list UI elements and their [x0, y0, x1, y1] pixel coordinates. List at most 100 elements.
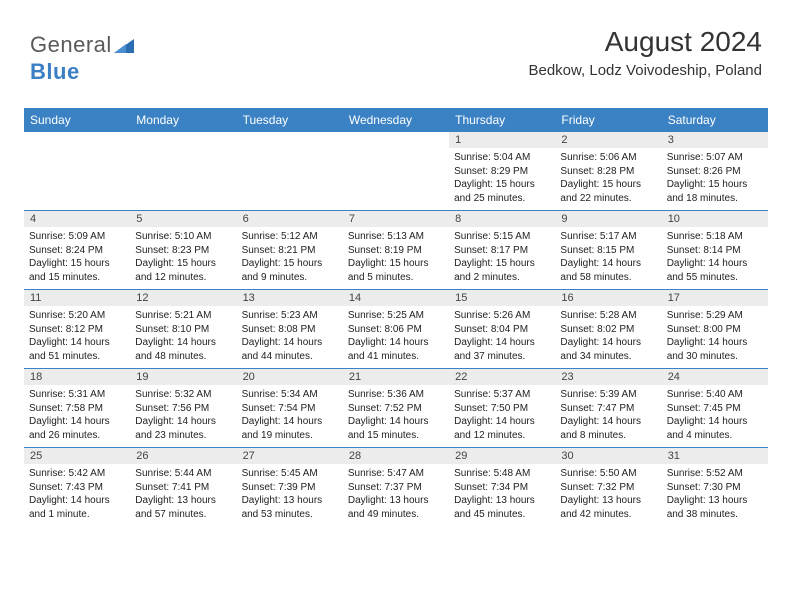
day-info: Sunrise: 5:25 AMSunset: 8:06 PMDaylight:… [343, 306, 449, 367]
day-cell: 17Sunrise: 5:29 AMSunset: 8:00 PMDayligh… [662, 290, 768, 368]
day-number [237, 132, 343, 148]
day-number: 19 [130, 369, 236, 385]
day-cell: 26Sunrise: 5:44 AMSunset: 7:41 PMDayligh… [130, 448, 236, 526]
sunset-text: Sunset: 7:45 PM [667, 402, 763, 416]
daylight-text: Daylight: 15 hours and 18 minutes. [667, 178, 763, 205]
sunrise-text: Sunrise: 5:06 AM [560, 151, 656, 165]
day-cell: 15Sunrise: 5:26 AMSunset: 8:04 PMDayligh… [449, 290, 555, 368]
daylight-text: Daylight: 15 hours and 12 minutes. [135, 257, 231, 284]
sunrise-text: Sunrise: 5:37 AM [454, 388, 550, 402]
daylight-text: Daylight: 14 hours and 34 minutes. [560, 336, 656, 363]
day-cell: 3Sunrise: 5:07 AMSunset: 8:26 PMDaylight… [662, 132, 768, 210]
daylight-text: Daylight: 13 hours and 49 minutes. [348, 494, 444, 521]
sunrise-text: Sunrise: 5:36 AM [348, 388, 444, 402]
page-title: August 2024 [528, 26, 762, 58]
sunset-text: Sunset: 8:24 PM [29, 244, 125, 258]
day-number: 13 [237, 290, 343, 306]
day-cell: 10Sunrise: 5:18 AMSunset: 8:14 PMDayligh… [662, 211, 768, 289]
day-cell: 20Sunrise: 5:34 AMSunset: 7:54 PMDayligh… [237, 369, 343, 447]
daylight-text: Daylight: 14 hours and 1 minute. [29, 494, 125, 521]
daylight-text: Daylight: 14 hours and 58 minutes. [560, 257, 656, 284]
daylight-text: Daylight: 14 hours and 23 minutes. [135, 415, 231, 442]
dayname: Saturday [662, 108, 768, 132]
day-cell: 2Sunrise: 5:06 AMSunset: 8:28 PMDaylight… [555, 132, 661, 210]
sunrise-text: Sunrise: 5:52 AM [667, 467, 763, 481]
day-info: Sunrise: 5:13 AMSunset: 8:19 PMDaylight:… [343, 227, 449, 288]
sunset-text: Sunset: 8:08 PM [242, 323, 338, 337]
day-number: 17 [662, 290, 768, 306]
daylight-text: Daylight: 14 hours and 55 minutes. [667, 257, 763, 284]
daylight-text: Daylight: 13 hours and 53 minutes. [242, 494, 338, 521]
sunrise-text: Sunrise: 5:23 AM [242, 309, 338, 323]
daylight-text: Daylight: 14 hours and 41 minutes. [348, 336, 444, 363]
day-number: 3 [662, 132, 768, 148]
day-cell: 23Sunrise: 5:39 AMSunset: 7:47 PMDayligh… [555, 369, 661, 447]
sunset-text: Sunset: 8:12 PM [29, 323, 125, 337]
day-info: Sunrise: 5:18 AMSunset: 8:14 PMDaylight:… [662, 227, 768, 288]
sunset-text: Sunset: 8:19 PM [348, 244, 444, 258]
day-info: Sunrise: 5:20 AMSunset: 8:12 PMDaylight:… [24, 306, 130, 367]
day-cell [130, 132, 236, 210]
day-cell: 18Sunrise: 5:31 AMSunset: 7:58 PMDayligh… [24, 369, 130, 447]
day-number: 21 [343, 369, 449, 385]
sunset-text: Sunset: 8:14 PM [667, 244, 763, 258]
sunrise-text: Sunrise: 5:42 AM [29, 467, 125, 481]
sunset-text: Sunset: 7:39 PM [242, 481, 338, 495]
day-info: Sunrise: 5:10 AMSunset: 8:23 PMDaylight:… [130, 227, 236, 288]
sunset-text: Sunset: 7:50 PM [454, 402, 550, 416]
day-number: 30 [555, 448, 661, 464]
sunrise-text: Sunrise: 5:31 AM [29, 388, 125, 402]
sunset-text: Sunset: 7:43 PM [29, 481, 125, 495]
day-number: 22 [449, 369, 555, 385]
day-number: 11 [24, 290, 130, 306]
sunset-text: Sunset: 8:04 PM [454, 323, 550, 337]
sunset-text: Sunset: 8:26 PM [667, 165, 763, 179]
day-number [24, 132, 130, 148]
day-info: Sunrise: 5:06 AMSunset: 8:28 PMDaylight:… [555, 148, 661, 209]
daylight-text: Daylight: 13 hours and 42 minutes. [560, 494, 656, 521]
day-info: Sunrise: 5:04 AMSunset: 8:29 PMDaylight:… [449, 148, 555, 209]
sunrise-text: Sunrise: 5:21 AM [135, 309, 231, 323]
day-cell: 22Sunrise: 5:37 AMSunset: 7:50 PMDayligh… [449, 369, 555, 447]
day-info: Sunrise: 5:34 AMSunset: 7:54 PMDaylight:… [237, 385, 343, 446]
day-info: Sunrise: 5:21 AMSunset: 8:10 PMDaylight:… [130, 306, 236, 367]
sunset-text: Sunset: 7:41 PM [135, 481, 231, 495]
sunset-text: Sunset: 7:32 PM [560, 481, 656, 495]
day-info: Sunrise: 5:23 AMSunset: 8:08 PMDaylight:… [237, 306, 343, 367]
day-cell: 11Sunrise: 5:20 AMSunset: 8:12 PMDayligh… [24, 290, 130, 368]
sunrise-text: Sunrise: 5:15 AM [454, 230, 550, 244]
daylight-text: Daylight: 15 hours and 22 minutes. [560, 178, 656, 205]
dayname: Thursday [449, 108, 555, 132]
day-number: 31 [662, 448, 768, 464]
day-cell: 1Sunrise: 5:04 AMSunset: 8:29 PMDaylight… [449, 132, 555, 210]
daylight-text: Daylight: 13 hours and 38 minutes. [667, 494, 763, 521]
dayname: Tuesday [237, 108, 343, 132]
daylight-text: Daylight: 14 hours and 30 minutes. [667, 336, 763, 363]
day-info: Sunrise: 5:48 AMSunset: 7:34 PMDaylight:… [449, 464, 555, 525]
day-info: Sunrise: 5:29 AMSunset: 8:00 PMDaylight:… [662, 306, 768, 367]
day-info: Sunrise: 5:47 AMSunset: 7:37 PMDaylight:… [343, 464, 449, 525]
sunrise-text: Sunrise: 5:18 AM [667, 230, 763, 244]
day-cell: 5Sunrise: 5:10 AMSunset: 8:23 PMDaylight… [130, 211, 236, 289]
header-right: August 2024 Bedkow, Lodz Voivodeship, Po… [528, 26, 762, 79]
day-number: 18 [24, 369, 130, 385]
day-cell: 25Sunrise: 5:42 AMSunset: 7:43 PMDayligh… [24, 448, 130, 526]
day-number: 24 [662, 369, 768, 385]
sunrise-text: Sunrise: 5:32 AM [135, 388, 231, 402]
page-subtitle: Bedkow, Lodz Voivodeship, Poland [528, 62, 762, 79]
day-info: Sunrise: 5:42 AMSunset: 7:43 PMDaylight:… [24, 464, 130, 525]
daylight-text: Daylight: 14 hours and 15 minutes. [348, 415, 444, 442]
sunrise-text: Sunrise: 5:25 AM [348, 309, 444, 323]
daylight-text: Daylight: 14 hours and 19 minutes. [242, 415, 338, 442]
sunrise-text: Sunrise: 5:26 AM [454, 309, 550, 323]
day-info: Sunrise: 5:40 AMSunset: 7:45 PMDaylight:… [662, 385, 768, 446]
sunrise-text: Sunrise: 5:44 AM [135, 467, 231, 481]
daylight-text: Daylight: 14 hours and 44 minutes. [242, 336, 338, 363]
sunset-text: Sunset: 8:17 PM [454, 244, 550, 258]
sunrise-text: Sunrise: 5:40 AM [667, 388, 763, 402]
day-cell: 4Sunrise: 5:09 AMSunset: 8:24 PMDaylight… [24, 211, 130, 289]
sunset-text: Sunset: 8:06 PM [348, 323, 444, 337]
daylight-text: Daylight: 13 hours and 57 minutes. [135, 494, 231, 521]
dayname: Monday [130, 108, 236, 132]
day-cell [343, 132, 449, 210]
